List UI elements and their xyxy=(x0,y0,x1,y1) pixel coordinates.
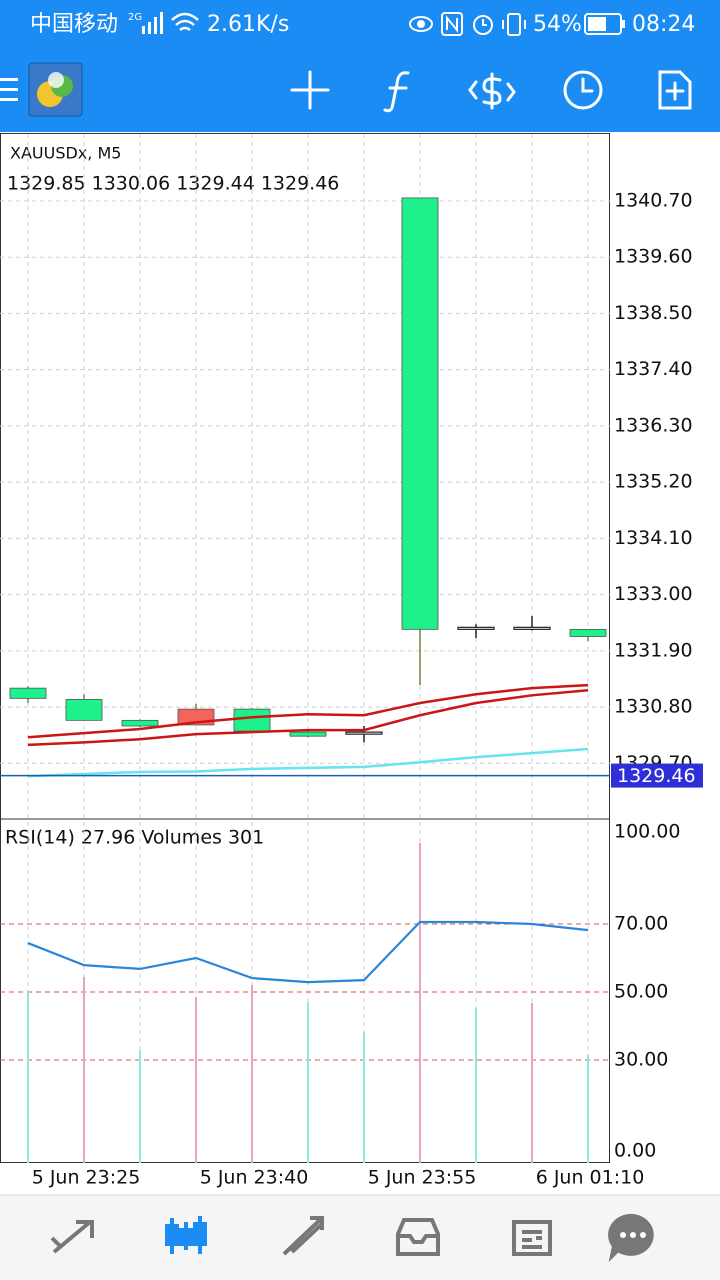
y-tick-label: 1331.90 xyxy=(614,639,693,661)
indicators-button[interactable] xyxy=(383,71,410,113)
y-tick-label: 70.00 xyxy=(614,913,668,935)
candle-body xyxy=(121,719,159,727)
wifi-icon xyxy=(171,12,199,32)
chart-frame xyxy=(0,133,610,1163)
symbol-label: XAUUSDx, M5 xyxy=(10,144,121,163)
status-icons xyxy=(409,12,526,36)
current-price-label: 1329.46 xyxy=(617,765,696,787)
candle-body xyxy=(345,731,383,735)
candle-body xyxy=(569,628,607,637)
y-tick-label: 1330.80 xyxy=(614,696,693,718)
y-tick-label: 1339.60 xyxy=(614,246,693,268)
y-tick-label: 0.00 xyxy=(614,1140,656,1162)
x-tick-label: 5 Jun 23:40 xyxy=(200,1167,309,1189)
new-order-button[interactable] xyxy=(658,70,692,110)
moving-average xyxy=(27,683,589,739)
y-tick-label: 100.00 xyxy=(614,821,680,843)
app-logo[interactable] xyxy=(28,62,83,117)
network: 2G xyxy=(128,12,142,23)
candle-body xyxy=(457,626,495,630)
y-tick-label: 1337.40 xyxy=(614,358,693,380)
battery-icon xyxy=(584,13,625,35)
ohlc-label: 1329.85 1330.06 1329.44 1329.46 xyxy=(7,173,339,195)
candle-body xyxy=(289,731,327,737)
y-tick-label: 30.00 xyxy=(614,1048,668,1070)
battery-text: 54% xyxy=(533,12,582,37)
indicator-label: RSI(14) 27.96 Volumes 301 xyxy=(5,827,264,849)
candle-body xyxy=(9,687,47,699)
signal-icon xyxy=(142,12,163,34)
crosshair-button[interactable] xyxy=(290,70,330,110)
moving-average xyxy=(27,688,589,747)
net-speed: 2.61K/s xyxy=(207,12,289,37)
y-tick-label: 1334.10 xyxy=(614,527,693,549)
x-tick-label: 5 Jun 23:25 xyxy=(32,1167,141,1189)
candle-body xyxy=(513,626,551,630)
y-tick-label: 1338.50 xyxy=(614,302,693,324)
trade-button[interactable] xyxy=(468,72,516,110)
timeframe-button[interactable] xyxy=(563,70,603,110)
candle-body xyxy=(65,698,103,721)
y-tick-label: 50.00 xyxy=(614,981,668,1003)
candle-body xyxy=(401,197,439,630)
y-tick-label: 1333.00 xyxy=(614,583,693,605)
news-tab[interactable] xyxy=(512,1220,552,1256)
rsi-line xyxy=(27,920,589,984)
x-tick-label: 5 Jun 23:55 xyxy=(368,1167,477,1189)
chart-tab[interactable] xyxy=(165,1216,207,1254)
y-tick-label: 1335.20 xyxy=(614,471,693,493)
y-tick-label: 1336.30 xyxy=(614,414,693,436)
candle-body xyxy=(233,708,271,732)
bottom-nav xyxy=(0,1195,720,1280)
toolbar xyxy=(290,70,692,113)
chart-layer: 1340.70 1339.60 1338.50 1337.40 1336.30 1335.… xyxy=(0,134,703,1189)
x-tick-label: 6 Jun 01:10 xyxy=(536,1167,645,1189)
carrier: 中国移动 xyxy=(30,12,118,37)
clock: 08:24 xyxy=(632,12,695,37)
quotes-tab[interactable] xyxy=(50,1220,94,1254)
history-tab[interactable] xyxy=(396,1218,440,1256)
menu-button[interactable] xyxy=(0,78,18,101)
moving-average xyxy=(27,747,589,778)
trade-tab[interactable] xyxy=(282,1216,324,1256)
y-tick-label: 1340.70 xyxy=(614,189,693,211)
chat-dots xyxy=(620,1232,646,1238)
current-price-box xyxy=(611,763,703,788)
